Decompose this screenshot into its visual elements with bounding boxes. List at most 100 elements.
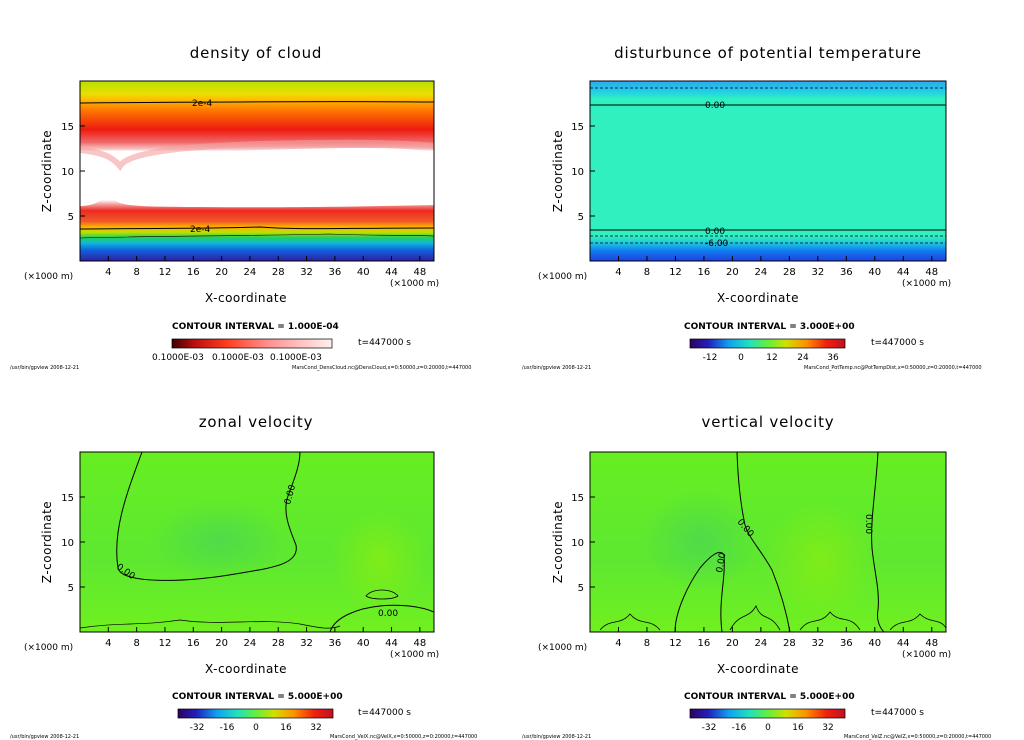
colorbar-tick: -16 [732,723,747,733]
colorbar-tick: -12 [703,353,718,363]
footer-right: MarsCond_DensCloud.nc@DensCloud,x=0:5000… [292,365,471,371]
colorbar-tick-labels: 0.1000E-03 [152,353,204,363]
contour-interval-text: CONTOUR INTERVAL = 1.000E-04 [172,322,339,332]
panel-vertical-velocity: vertical velocity 0.00 0.00 0.00 4 8 12 16 2… [522,413,991,740]
x-tick-label: 40 [357,638,370,649]
contour-interval-text: CONTOUR INTERVAL = 5.000E+00 [684,692,855,702]
chart-title: vertical velocity [702,413,835,431]
y-tick-label: 5 [68,583,74,594]
y-axis-ticks: 5 10 15 [61,122,85,223]
x-axis-label: X-coordinate [205,291,287,305]
chart-title: density of cloud [190,44,322,62]
colorbar-tick: 36 [827,353,839,363]
y-tick-label: 15 [61,493,74,504]
x-tick-label: 28 [783,267,796,278]
x-tick-label: 36 [329,267,342,278]
colorbar [689,338,846,349]
x-unit-right: (×1000 m) [902,279,951,289]
x-tick-label: 4 [615,638,621,649]
colorbar [177,708,334,719]
y-axis-ticks: 5 10 15 [61,493,85,594]
x-tick-label: 12 [159,638,172,649]
y-tick-label: 10 [571,167,584,178]
y-tick-label: 5 [68,212,74,223]
panel-zonal-velocity: zonal velocity 0.00 0.00 0.00 4 8 12 16 20 24… [10,413,477,740]
x-tick-label: 24 [244,267,257,278]
contour-label: 2e-4 [192,99,213,109]
time-label: t=447000 s [871,338,924,348]
y-tick-label: 15 [571,122,584,133]
chart-title: zonal velocity [199,413,314,431]
y-tick-label: 10 [61,167,74,178]
plot-area: 0.00 0.00 0.00 [589,451,947,633]
y-tick-label: 15 [61,122,74,133]
colorbar-tick: 0 [765,723,771,733]
contour-line-lower [79,226,435,230]
contour-line-zero [116,451,301,581]
x-tick-label: 16 [187,638,200,649]
time-label: t=447000 s [358,338,411,348]
x-axis-label: X-coordinate [717,662,799,676]
field-shading [760,500,880,620]
time-label: t=447000 s [358,708,411,718]
x-axis-label: X-coordinate [717,291,799,305]
x-tick-label: 16 [698,638,711,649]
colorbar-tick: 12 [766,353,777,363]
x-axis-label: X-coordinate [205,662,287,676]
footer-left: /usr/bin/gpview 2008-12-21 [10,365,79,371]
x-tick-label: 36 [840,638,853,649]
time-label: t=447000 s [871,708,924,718]
x-tick-label: 32 [300,638,313,649]
x-tick-label: 44 [385,638,398,649]
x-unit-left: (×1000 m) [538,272,587,282]
x-tick-label: 24 [755,267,768,278]
y-tick-label: 10 [61,538,74,549]
colorbar-tick: -16 [220,723,235,733]
x-unit-right: (×1000 m) [390,279,439,289]
colorbar-tick: 32 [822,723,833,733]
x-tick-label: 24 [244,638,257,649]
x-tick-label: 12 [669,638,682,649]
footer-left: /usr/bin/gpview 2008-12-21 [10,734,79,740]
footer-left: /usr/bin/gpview 2008-12-21 [522,734,591,740]
x-tick-label: 44 [897,267,910,278]
x-axis-ticks: 4 8 12 16 20 24 28 32 36 40 44 48 [105,256,426,278]
contour-label: 2e-4 [190,225,211,235]
y-axis-ticks: 5 10 15 [571,122,595,223]
colorbar-tick: 0 [738,353,744,363]
colorbar-tick: 32 [310,723,321,733]
x-tick-label: 4 [105,267,111,278]
colorbar-tick: -32 [190,723,205,733]
x-tick-label: 48 [413,638,426,649]
x-axis-ticks: 4 8 12 16 20 24 28 32 36 40 44 48 [615,627,938,649]
contour-line-zero [674,551,725,633]
x-tick-label: 28 [783,638,796,649]
colorbar-tick-labels: 0.1000E-03 [212,353,264,363]
y-tick-label: 5 [578,212,584,223]
footer-left: /usr/bin/gpview 2008-12-21 [522,365,591,371]
x-tick-label: 12 [159,267,172,278]
colorbar-ticks: -32 -16 0 16 32 [190,723,322,733]
plot-area: 2e-4 2e-4 [79,80,435,262]
contour-interval-text: CONTOUR INTERVAL = 3.000E+00 [684,322,855,332]
x-tick-label: 48 [925,267,938,278]
colorbar-tick: 16 [280,723,292,733]
y-axis-ticks: 5 10 15 [571,493,595,594]
contour-line-zero [736,451,791,633]
colorbar-tick: -32 [702,723,717,733]
x-unit-left: (×1000 m) [24,643,73,653]
y-tick-label: 10 [571,538,584,549]
chart-title: disturbunce of potential temperature [614,44,922,62]
x-tick-label: 40 [868,638,881,649]
x-tick-label: 44 [385,267,398,278]
y-axis-label: Z-coordinate [40,501,54,583]
contour-label: 0.00 [863,514,873,534]
colorbar-tick: 16 [792,723,804,733]
x-tick-label: 48 [925,638,938,649]
x-tick-label: 8 [644,638,650,649]
contour-line-lower-2 [79,233,435,239]
cloud-free-region [80,148,434,208]
plot-area: 0.00 0.00 -6.00 [589,80,947,262]
x-tick-label: 28 [272,267,285,278]
